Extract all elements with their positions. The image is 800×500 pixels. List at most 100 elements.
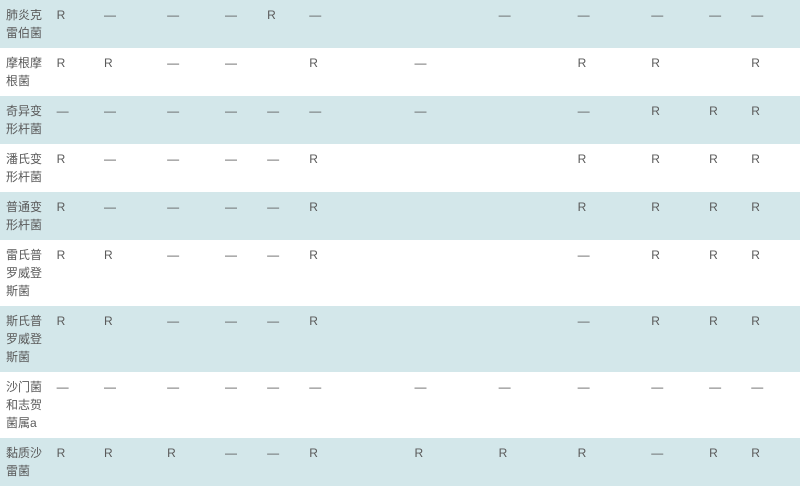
row-label: 奇异变形杆菌: [0, 96, 53, 144]
cell: —: [221, 96, 263, 144]
cell: —: [263, 144, 305, 192]
resistance-table: 肺炎克雷伯菌R———R——————摩根摩根菌RR——R—RRR奇异变形杆菌———…: [0, 0, 800, 486]
cell: R: [747, 48, 800, 96]
cell: R: [305, 144, 410, 192]
cell: [495, 192, 574, 240]
cell: —: [263, 306, 305, 372]
cell: R: [53, 48, 100, 96]
cell: R: [647, 144, 705, 192]
row-label: 雷氏普罗威登斯菌: [0, 240, 53, 306]
cell: R: [574, 438, 648, 486]
cell: R: [647, 192, 705, 240]
table-row: 肺炎克雷伯菌R———R——————: [0, 0, 800, 48]
cell: [495, 96, 574, 144]
cell: R: [100, 240, 163, 306]
cell: R: [705, 96, 747, 144]
cell: R: [305, 306, 410, 372]
cell: [410, 0, 494, 48]
cell: [495, 240, 574, 306]
cell: R: [705, 306, 747, 372]
cell: R: [53, 306, 100, 372]
cell: R: [574, 48, 648, 96]
cell: R: [53, 240, 100, 306]
cell: —: [747, 0, 800, 48]
cell: R: [53, 438, 100, 486]
row-label: 黏质沙雷菌: [0, 438, 53, 486]
cell: —: [100, 96, 163, 144]
cell: —: [305, 372, 410, 438]
cell: —: [163, 96, 221, 144]
cell: —: [410, 48, 494, 96]
cell: —: [574, 0, 648, 48]
cell: [410, 192, 494, 240]
cell: —: [647, 372, 705, 438]
cell: [705, 48, 747, 96]
row-label: 普通变形杆菌: [0, 192, 53, 240]
cell: R: [53, 144, 100, 192]
cell: —: [574, 306, 648, 372]
cell: R: [305, 48, 410, 96]
cell: R: [705, 438, 747, 486]
cell: —: [100, 0, 163, 48]
cell: R: [263, 0, 305, 48]
table-row: 斯氏普罗威登斯菌RR———R—RRR: [0, 306, 800, 372]
cell: —: [221, 48, 263, 96]
cell: —: [574, 96, 648, 144]
cell: —: [100, 192, 163, 240]
cell: —: [163, 372, 221, 438]
cell: [495, 48, 574, 96]
table-row: 潘氏变形杆菌R————RRRRR: [0, 144, 800, 192]
cell: [410, 306, 494, 372]
cell: —: [221, 372, 263, 438]
cell: —: [263, 240, 305, 306]
cell: R: [747, 438, 800, 486]
row-label: 斯氏普罗威登斯菌: [0, 306, 53, 372]
table-row: 摩根摩根菌RR——R—RRR: [0, 48, 800, 96]
cell: —: [495, 0, 574, 48]
cell: —: [53, 96, 100, 144]
cell: —: [263, 372, 305, 438]
cell: R: [100, 306, 163, 372]
cell: —: [647, 0, 705, 48]
cell: [410, 144, 494, 192]
cell: —: [163, 306, 221, 372]
cell: R: [574, 192, 648, 240]
cell: R: [747, 192, 800, 240]
cell: R: [305, 438, 410, 486]
cell: —: [221, 0, 263, 48]
cell: R: [705, 144, 747, 192]
table-row: 普通变形杆菌R————RRRRR: [0, 192, 800, 240]
row-label: 肺炎克雷伯菌: [0, 0, 53, 48]
row-label: 潘氏变形杆菌: [0, 144, 53, 192]
cell: R: [747, 240, 800, 306]
cell: R: [705, 240, 747, 306]
cell: R: [647, 48, 705, 96]
cell: R: [53, 192, 100, 240]
cell: R: [747, 144, 800, 192]
cell: R: [495, 438, 574, 486]
cell: R: [647, 96, 705, 144]
cell: R: [100, 438, 163, 486]
cell: R: [647, 240, 705, 306]
cell: R: [100, 48, 163, 96]
cell: —: [163, 144, 221, 192]
cell: R: [647, 306, 705, 372]
cell: R: [747, 306, 800, 372]
table-row: 沙门菌和志贺菌属a————————————: [0, 372, 800, 438]
cell: —: [163, 240, 221, 306]
cell: —: [263, 438, 305, 486]
cell: —: [221, 306, 263, 372]
cell: —: [705, 0, 747, 48]
cell: —: [647, 438, 705, 486]
cell: —: [221, 144, 263, 192]
table-row: 黏质沙雷菌RRR——RRRR—RR: [0, 438, 800, 486]
cell: —: [263, 96, 305, 144]
cell: R: [747, 96, 800, 144]
cell: [263, 48, 305, 96]
cell: —: [163, 48, 221, 96]
cell: —: [495, 372, 574, 438]
cell: [495, 306, 574, 372]
row-label: 摩根摩根菌: [0, 48, 53, 96]
cell: —: [221, 438, 263, 486]
cell: —: [100, 372, 163, 438]
